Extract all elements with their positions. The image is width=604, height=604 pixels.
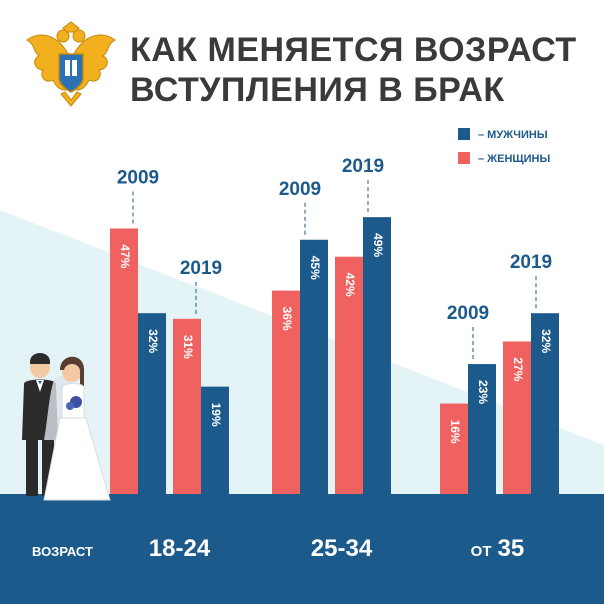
title-line-1: КАК МЕНЯЕТСЯ ВОЗРАСТ [130, 31, 577, 69]
bar-men-18-24-2019 [201, 386, 229, 494]
year-label-18-24-2019: 2019 [180, 258, 222, 279]
legend-swatch-women [458, 152, 470, 164]
legend-label-men: – МУЖЧИНЫ [478, 129, 548, 141]
data-label-men-25-34-2009: 45% [308, 256, 322, 280]
legend: – МУЖЧИНЫ – ЖЕНЩИНЫ [458, 128, 550, 165]
legend-label-women: – ЖЕНЩИНЫ [478, 153, 550, 165]
year-label-35-2019: 2019 [510, 252, 552, 273]
data-label-women-35-2019: 27% [511, 357, 525, 381]
title-line-2: ВСТУПЛЕНИЯ В БРАК [130, 71, 505, 109]
bar-women-35-2019 [503, 341, 531, 494]
data-label-men-18-24-2009: 32% [146, 329, 160, 353]
bar-men-35-2009 [468, 364, 496, 494]
footer-band [0, 494, 604, 604]
data-label-men-25-34-2019: 49% [371, 233, 385, 257]
year-label-35-2009: 2009 [447, 303, 489, 324]
data-label-women-25-34-2009: 36% [280, 307, 294, 331]
data-label-men-18-24-2019: 19% [209, 403, 223, 427]
year-label-25-34-2019: 2019 [342, 156, 384, 177]
age-group-label: 35 [498, 535, 525, 562]
bar-men-25-34-2009 [300, 239, 328, 494]
data-label-women-18-24-2009: 47% [118, 244, 132, 268]
bar-women-35-2009 [440, 403, 468, 494]
data-label-women-18-24-2019: 31% [181, 335, 195, 359]
axis-caption: ВОЗРАСТ [32, 544, 93, 559]
bar-women-25-34-2009 [272, 290, 300, 494]
bar-men-18-24-2009 [138, 313, 166, 494]
page-title: КАК МЕНЯЕТСЯ ВОЗРАСТ ВСТУПЛЕНИЯ В БРАК [130, 30, 590, 110]
data-label-women-35-2009: 16% [448, 420, 462, 444]
emblem-icon [26, 21, 116, 107]
age-group-label: 18-24 [149, 535, 211, 562]
data-label-men-35-2019: 32% [539, 329, 553, 353]
bar-women-18-24-2019 [173, 318, 201, 494]
bar-women-18-24-2009 [110, 228, 138, 494]
data-label-men-35-2009: 23% [476, 380, 490, 404]
year-label-25-34-2009: 2009 [279, 179, 321, 200]
bar-women-25-34-2019 [335, 256, 363, 494]
bar-layer: 47% 32% 2009 31% 19% 2019 18-24 36% 45% 2009 42% 49… [110, 156, 559, 562]
age-group-label: 25-34 [311, 535, 373, 562]
bar-men-35-2019 [531, 313, 559, 494]
bride-groom-illustration [22, 353, 111, 501]
bar-men-25-34-2019 [363, 217, 391, 494]
legend-swatch-men [458, 128, 470, 140]
year-label-18-24-2009: 2009 [117, 167, 159, 188]
data-label-women-25-34-2019: 42% [343, 273, 357, 297]
age-group-prefix: ОТ [471, 543, 492, 560]
